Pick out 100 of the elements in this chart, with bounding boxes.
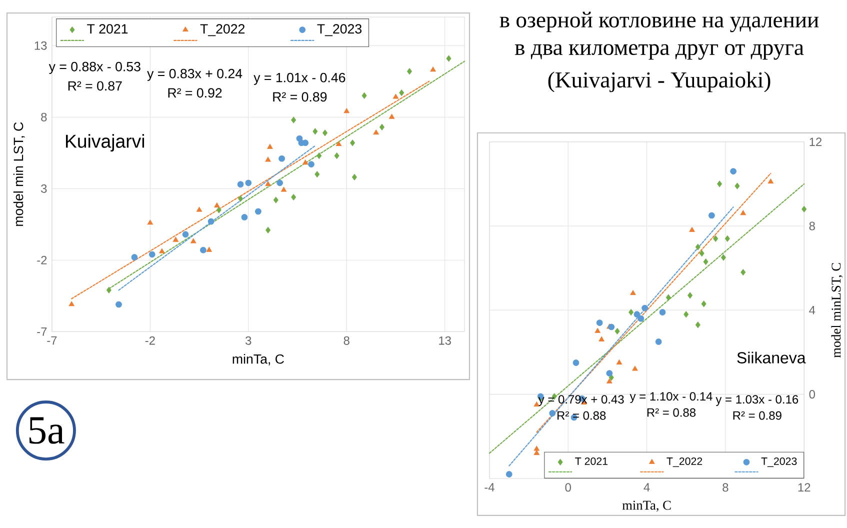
- y-tick-label: 8: [809, 222, 815, 230]
- point: [616, 359, 622, 364]
- text: в озерной котловине на удалении: [500, 12, 819, 32]
- annotation: Siikaneva: [737, 352, 806, 364]
- text: (Kuivajarvi - Yuupaioki): [548, 71, 770, 92]
- point: [708, 212, 715, 218]
- point: [237, 180, 244, 188]
- point: [238, 195, 243, 202]
- point: [291, 194, 296, 200]
- point: [265, 180, 271, 186]
- point: [430, 66, 436, 72]
- point: [147, 220, 153, 224]
- point: [291, 116, 296, 123]
- point: [534, 446, 540, 451]
- x-tick-label: 8: [344, 336, 350, 345]
- point: [632, 366, 638, 371]
- point: [380, 124, 384, 130]
- x-tick-label: 13: [439, 336, 451, 345]
- point: [701, 300, 706, 307]
- point: [68, 301, 74, 306]
- y-tick-label: -2: [37, 256, 47, 264]
- point: [630, 290, 636, 295]
- text: в два километра друг от друга: [514, 44, 804, 60]
- point: [713, 235, 718, 242]
- y-tick-label: 3: [41, 184, 47, 193]
- point: [352, 174, 357, 180]
- point: [596, 319, 603, 326]
- point: [241, 214, 248, 220]
- annotation: y = 0.83x + 0.24: [147, 68, 242, 81]
- annotation: R² = 0.87: [68, 80, 122, 90]
- point: [388, 114, 395, 119]
- point: [373, 129, 379, 134]
- point: [768, 178, 774, 184]
- y-tick-label: 4: [809, 306, 816, 314]
- point: [734, 182, 740, 190]
- point: [689, 226, 695, 232]
- x-tick-label: 3: [246, 336, 252, 345]
- point: [666, 294, 671, 301]
- annotation: y = 1.01x - 0.46: [254, 72, 346, 85]
- point: [634, 310, 640, 318]
- x-tick-label: -7: [47, 336, 57, 344]
- point: [628, 308, 634, 316]
- point: [312, 128, 318, 134]
- point: [302, 159, 308, 164]
- point: [606, 370, 613, 376]
- annotation: R² = 0.89: [733, 411, 782, 420]
- y-tick-label: -7: [37, 327, 47, 336]
- point: [740, 268, 746, 276]
- point: [703, 258, 708, 265]
- point: [200, 246, 206, 254]
- point: [606, 378, 612, 384]
- point: [208, 218, 214, 224]
- point: [266, 226, 271, 234]
- point: [344, 108, 350, 113]
- point: [148, 250, 156, 258]
- point: [740, 210, 746, 215]
- point: [699, 250, 704, 256]
- legend-label: T 2021: [87, 24, 128, 34]
- point: [214, 202, 220, 208]
- point: [245, 179, 252, 186]
- point: [308, 160, 314, 168]
- point: [116, 301, 122, 308]
- annotation: R² = 0.88: [647, 408, 696, 417]
- point: [106, 286, 112, 294]
- y-tick-label: 13: [34, 41, 47, 50]
- point: [172, 236, 179, 242]
- annotation: y = 1.10x - 0.14: [630, 392, 712, 403]
- point: [280, 186, 287, 192]
- point: [721, 254, 726, 261]
- point: [572, 359, 580, 366]
- point: [594, 328, 600, 333]
- legend-label: T 2021: [575, 457, 608, 465]
- point: [446, 55, 452, 62]
- point: [730, 168, 737, 174]
- point: [255, 208, 262, 214]
- point: [206, 246, 212, 252]
- point: [182, 230, 189, 238]
- y-axis-title: model minLST, C: [831, 262, 843, 358]
- point: [684, 310, 689, 318]
- point: [614, 328, 620, 334]
- point: [399, 89, 404, 96]
- legend-label: T_2022: [666, 457, 702, 467]
- point: [549, 410, 556, 416]
- point: [695, 244, 700, 250]
- y-tick-label: 0: [809, 390, 816, 398]
- legend-label: T_2023: [317, 24, 362, 36]
- point: [717, 180, 722, 187]
- point: [273, 196, 278, 204]
- point: [159, 248, 165, 254]
- x-tick-label: -4: [484, 482, 494, 492]
- annotation: R² = 0.89: [273, 92, 327, 102]
- text: 5a: [29, 417, 64, 444]
- annotation: Kuivajarvi: [66, 134, 144, 152]
- point: [190, 238, 196, 244]
- point: [350, 139, 355, 146]
- point: [802, 206, 807, 212]
- point: [265, 156, 271, 162]
- x-axis-title: minTa, C: [622, 500, 671, 512]
- point: [316, 152, 322, 159]
- point: [302, 139, 309, 146]
